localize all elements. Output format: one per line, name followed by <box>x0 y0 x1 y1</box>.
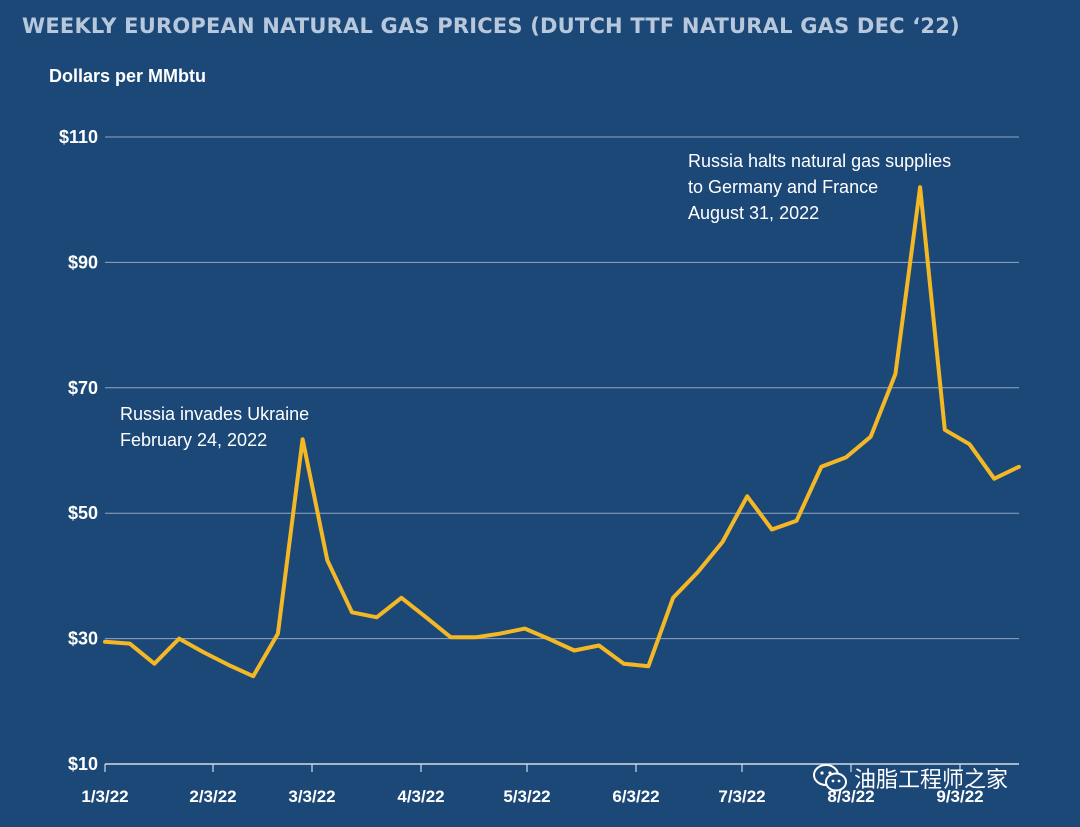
data-point <box>968 442 972 446</box>
data-point <box>325 558 329 562</box>
x-tick-label: 8/3/22 <box>827 787 874 806</box>
data-point <box>943 428 947 432</box>
data-point <box>251 674 255 678</box>
y-tick-label: $10 <box>68 754 98 774</box>
series-group <box>103 185 1021 679</box>
watermark: 油脂工程师之家 <box>812 762 1008 794</box>
data-point <box>152 662 156 666</box>
x-tick-label: 1/3/22 <box>81 787 128 806</box>
y-tick-label: $90 <box>68 252 98 272</box>
x-tick-label: 9/3/22 <box>936 787 983 806</box>
data-point <box>449 635 453 639</box>
data-point <box>276 632 280 636</box>
data-point <box>869 435 873 439</box>
data-point <box>918 185 922 189</box>
x-axis-ticks: 1/3/22 2/3/22 3/3/22 4/3/22 5/3/22 6/3/22 7/3/… <box>81 764 984 806</box>
x-tick-label: 3/3/22 <box>288 787 335 806</box>
y-axis-unit-label: Dollars per MMbtu <box>49 66 207 86</box>
data-point <box>128 642 132 646</box>
data-point <box>227 663 231 667</box>
data-point <box>671 596 675 600</box>
annotation-line: Russia halts natural gas supplies <box>688 151 951 171</box>
data-point <box>177 637 181 641</box>
data-point <box>844 455 848 459</box>
data-point <box>202 650 206 654</box>
annotation-line: to Germany and France <box>688 177 878 197</box>
x-tick-label: 2/3/22 <box>189 787 236 806</box>
data-point <box>1017 465 1021 469</box>
y-axis-ticks: $10 $30 $50 $70 $90 $110 <box>59 127 98 774</box>
annotation-line: Russia invades Ukraine <box>120 404 309 424</box>
data-point <box>301 437 305 441</box>
price-series-line <box>103 185 1021 679</box>
annotation-line: February 24, 2022 <box>120 430 267 450</box>
watermark-text: 油脂工程师之家 <box>854 768 1009 793</box>
x-tick-label: 4/3/22 <box>397 787 444 806</box>
data-point <box>350 610 354 614</box>
data-point <box>103 640 107 644</box>
y-tick-label: $30 <box>68 629 98 649</box>
data-point <box>622 662 626 666</box>
y-tick-label: $110 <box>59 127 98 147</box>
x-tick-label: 6/3/22 <box>612 787 659 806</box>
data-point <box>893 372 897 376</box>
y-tick-label: $70 <box>68 378 98 398</box>
data-point <box>498 632 502 636</box>
data-point <box>646 664 650 668</box>
wechat-icon <box>813 764 847 792</box>
data-point <box>375 615 379 619</box>
annotation: Russia halts natural gas supplies to Germ… <box>688 151 951 223</box>
data-point <box>597 643 601 647</box>
data-point <box>696 570 700 574</box>
data-point <box>770 528 774 532</box>
data-point <box>399 596 403 600</box>
x-tick-label: 7/3/22 <box>718 787 765 806</box>
data-point <box>992 477 996 481</box>
data-point <box>795 519 799 523</box>
data-point <box>548 637 552 641</box>
data-point <box>819 465 823 469</box>
annotation-line: August 31, 2022 <box>688 203 819 223</box>
y-tick-label: $50 <box>68 503 98 523</box>
gridlines <box>105 136 1019 765</box>
data-point <box>745 494 749 498</box>
x-tick-label: 5/3/22 <box>503 787 550 806</box>
data-point <box>474 635 478 639</box>
chart-title: WEEKLY EUROPEAN NATURAL GAS PRICES (DUTC… <box>22 14 960 38</box>
data-point <box>572 649 576 653</box>
data-point <box>424 615 428 619</box>
data-point <box>721 540 725 544</box>
annotation: Russia invades Ukraine February 24, 2022 <box>120 404 309 450</box>
data-point <box>523 627 527 631</box>
